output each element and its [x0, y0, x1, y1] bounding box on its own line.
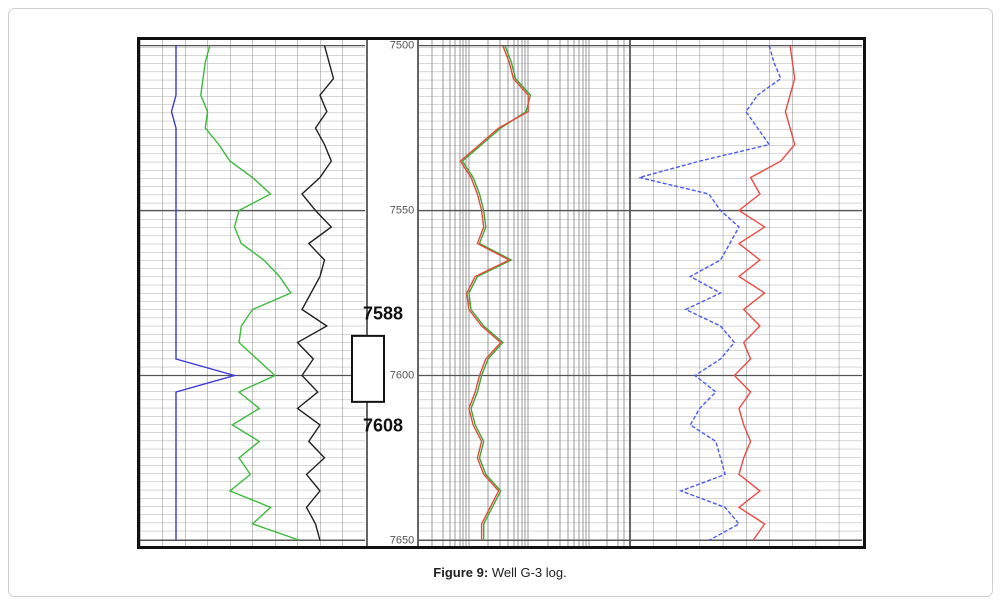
log-grid	[431, 39, 625, 547]
log-curve	[733, 45, 796, 541]
log-curve	[170, 45, 238, 541]
caption-label: Figure 9:	[433, 565, 488, 580]
log-curve	[459, 45, 529, 541]
marks: 7500 7550 7600 7650 7588 7608	[140, 40, 862, 546]
interval-bottom-label: 7608	[363, 416, 403, 436]
track-grid	[140, 39, 365, 547]
track-grid	[630, 39, 862, 547]
caption: Figure 9: Well G-3 log.	[433, 565, 566, 580]
log-curve	[296, 45, 335, 541]
depth-label: 7500	[390, 40, 414, 52]
depth-label: 7650	[390, 534, 414, 546]
interval-box	[351, 334, 385, 403]
track-grid	[418, 39, 630, 547]
depth-label: 7600	[390, 369, 414, 381]
log-curve	[200, 45, 301, 542]
log-curve	[461, 45, 532, 541]
interval-top-label: 7588	[363, 304, 403, 324]
depth-track	[365, 39, 418, 547]
log-curve	[639, 45, 782, 542]
depth-label: 7550	[390, 204, 414, 216]
caption-text: Well G-3 log.	[492, 565, 567, 580]
plot-frame	[137, 37, 866, 549]
